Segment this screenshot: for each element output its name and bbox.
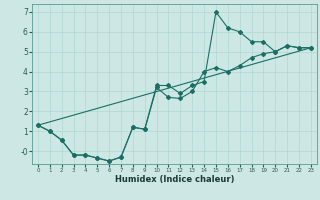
X-axis label: Humidex (Indice chaleur): Humidex (Indice chaleur)	[115, 175, 234, 184]
